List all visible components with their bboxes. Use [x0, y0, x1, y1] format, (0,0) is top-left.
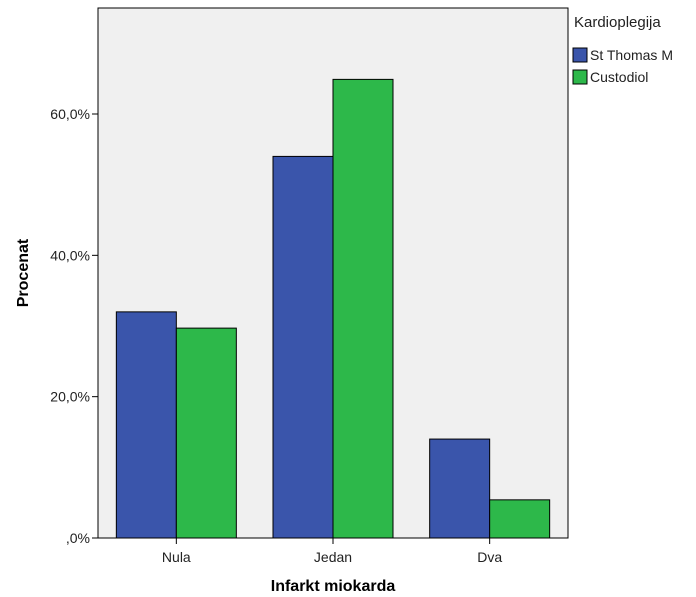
x-axis-title: Infarkt miokarda: [271, 578, 396, 595]
bar-nula-custodiol: [175, 327, 237, 539]
legend-swatch: [572, 47, 588, 63]
legend-swatch: [572, 69, 588, 85]
y-axis: ,0% 20,0% 40,0% 60,0%: [50, 8, 99, 546]
x-axis: Nula Jedan Dva: [162, 538, 502, 565]
legend-label: Custodiol: [590, 69, 648, 85]
x-tick-label: Nula: [162, 549, 191, 565]
y-tick-label: 20,0%: [50, 389, 90, 405]
bar-nula-st-thomas: [115, 311, 177, 539]
bar-dva-st-thomas: [429, 438, 491, 539]
bars-group: [115, 78, 551, 539]
x-tick-label: Dva: [477, 549, 502, 565]
y-tick-label: ,0%: [66, 530, 90, 546]
x-tick-label: Jedan: [314, 549, 352, 565]
y-axis-title: Procenat: [15, 238, 32, 307]
bar-dva-custodiol: [489, 499, 551, 539]
legend: Kardioplegija St Thomas M Custodiol: [572, 14, 673, 85]
y-tick-label: 40,0%: [50, 247, 90, 263]
bar-jedan-st-thomas: [272, 155, 334, 539]
legend-label: St Thomas M: [590, 47, 673, 63]
y-tick-label: 60,0%: [50, 106, 90, 122]
legend-title: Kardioplegija: [574, 14, 661, 31]
bar-jedan-custodiol: [332, 78, 394, 539]
